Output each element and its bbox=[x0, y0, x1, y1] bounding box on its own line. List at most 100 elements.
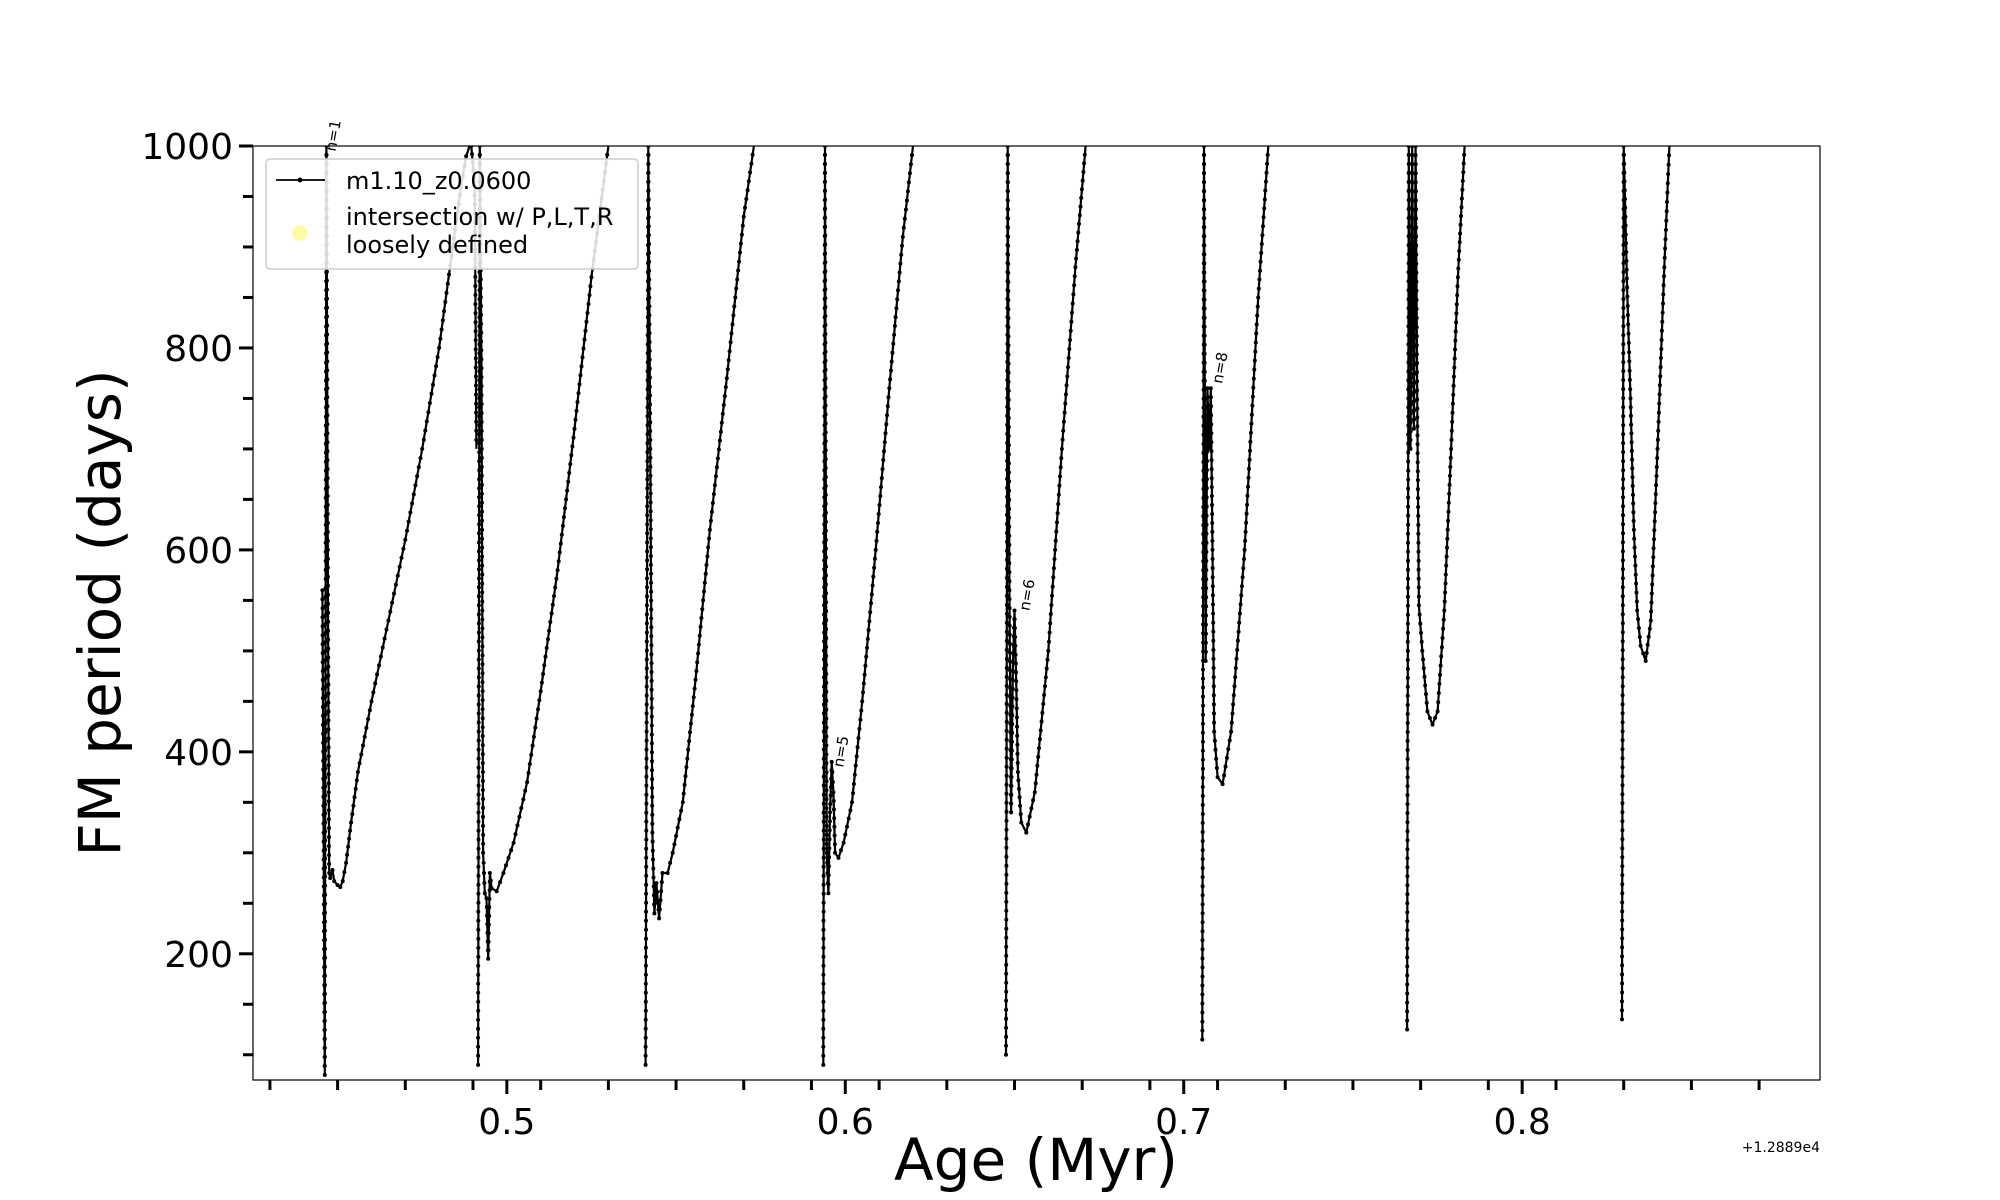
series-point bbox=[823, 179, 828, 184]
series-point bbox=[476, 756, 481, 761]
series-point bbox=[1014, 715, 1019, 720]
series-point bbox=[853, 763, 858, 768]
series-point bbox=[896, 279, 901, 284]
series-point bbox=[689, 712, 694, 717]
series-point bbox=[658, 898, 663, 903]
series-point bbox=[723, 385, 728, 390]
series-point bbox=[1413, 162, 1418, 167]
series-point bbox=[1448, 464, 1453, 469]
series-point bbox=[1620, 1008, 1624, 1013]
series-point bbox=[320, 651, 325, 656]
series-point bbox=[644, 720, 649, 725]
series-point bbox=[479, 473, 484, 478]
series-point bbox=[1412, 381, 1417, 386]
series-point bbox=[648, 536, 653, 541]
series-point bbox=[476, 666, 481, 671]
series-point bbox=[1417, 612, 1422, 617]
series-point bbox=[643, 945, 648, 950]
series-point bbox=[644, 837, 649, 842]
series-point bbox=[1249, 412, 1254, 417]
series-point bbox=[1061, 419, 1066, 424]
series-point bbox=[1409, 286, 1414, 291]
series-point bbox=[1621, 342, 1626, 347]
series-point bbox=[1663, 227, 1668, 232]
series-point bbox=[1210, 575, 1215, 580]
series-point bbox=[415, 474, 420, 479]
series-point bbox=[644, 666, 649, 671]
series-point bbox=[648, 500, 653, 505]
series-point bbox=[743, 205, 747, 210]
series-point bbox=[1248, 448, 1252, 453]
series-point bbox=[323, 919, 327, 924]
series-point bbox=[645, 414, 650, 419]
series-point bbox=[582, 337, 587, 342]
series-point bbox=[1451, 383, 1456, 388]
series-point bbox=[1201, 667, 1205, 672]
series-point bbox=[649, 607, 654, 612]
series-point bbox=[1058, 465, 1063, 470]
series-point bbox=[473, 320, 478, 325]
series-point bbox=[823, 215, 828, 220]
series-point bbox=[325, 440, 330, 445]
series-point bbox=[826, 882, 831, 887]
series-point bbox=[644, 621, 649, 626]
series-point bbox=[1455, 293, 1460, 298]
series-point bbox=[646, 188, 651, 193]
series-point bbox=[345, 852, 350, 857]
series-point bbox=[561, 515, 566, 520]
series-point bbox=[1406, 522, 1411, 527]
series-point bbox=[1060, 437, 1065, 442]
series-point bbox=[1236, 629, 1241, 634]
series-point bbox=[1040, 710, 1045, 715]
series-point bbox=[716, 447, 721, 452]
series-point bbox=[1421, 657, 1426, 662]
series-point bbox=[906, 180, 911, 185]
series-point bbox=[644, 729, 649, 734]
series-point bbox=[1405, 982, 1410, 987]
series-point bbox=[393, 582, 398, 587]
series-point bbox=[823, 501, 828, 506]
series-point bbox=[1405, 955, 1410, 960]
series-point bbox=[1200, 721, 1205, 726]
series-point bbox=[651, 875, 656, 880]
series-point bbox=[1435, 709, 1440, 714]
series-point bbox=[1004, 674, 1009, 679]
series-point bbox=[873, 547, 878, 552]
series-point bbox=[1452, 356, 1457, 361]
legend: m1.10_z0.0600 intersection w/ P,L,T,R lo… bbox=[265, 158, 639, 270]
series-point bbox=[504, 863, 508, 868]
series-point bbox=[821, 918, 826, 923]
series-point bbox=[1202, 333, 1207, 338]
series-point bbox=[649, 714, 654, 719]
series-point bbox=[439, 327, 444, 332]
series-point bbox=[1405, 585, 1410, 590]
series-point bbox=[480, 626, 485, 631]
series-point bbox=[536, 707, 540, 712]
series-point bbox=[364, 725, 369, 730]
series-point bbox=[1224, 755, 1229, 760]
series-point bbox=[1410, 189, 1415, 194]
series-point bbox=[1215, 775, 1220, 780]
series-point bbox=[1004, 890, 1009, 895]
series-point bbox=[1620, 549, 1625, 554]
series-point bbox=[650, 759, 654, 764]
series-point bbox=[649, 687, 654, 692]
mode-annotation: n=5 bbox=[829, 734, 852, 768]
series-point bbox=[821, 801, 826, 806]
series-point bbox=[899, 252, 904, 257]
series-point bbox=[1627, 377, 1632, 382]
series-point bbox=[824, 618, 829, 623]
series-point bbox=[1015, 742, 1020, 747]
series-point bbox=[1406, 161, 1411, 166]
series-point bbox=[1006, 452, 1011, 457]
series-point bbox=[1410, 180, 1415, 185]
series-point bbox=[823, 439, 828, 444]
series-point bbox=[1261, 224, 1265, 229]
series-point bbox=[325, 323, 330, 328]
series-point bbox=[326, 682, 331, 687]
series-point bbox=[325, 449, 330, 454]
series-point bbox=[1050, 593, 1054, 598]
series-point bbox=[1043, 675, 1048, 680]
series-point bbox=[1004, 746, 1009, 751]
series-point bbox=[1441, 626, 1446, 631]
